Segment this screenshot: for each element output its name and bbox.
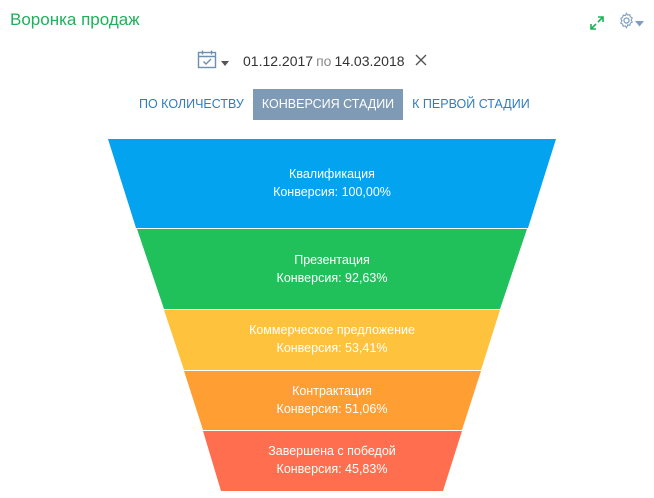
period-picker-button[interactable] [197,49,229,72]
close-icon [415,53,427,69]
stage-conversion: Конверсия: 92,63% [276,271,388,285]
stage-conversion: Конверсия: 100,00% [273,185,391,199]
funnel-label-group: Презентация Конверсия: 92,63% [182,251,482,287]
funnel-stage-proposal[interactable] [164,310,500,370]
tab-by-quantity[interactable]: ПО КОЛИЧЕСТВУ [139,97,244,111]
stage-conversion: Конверсия: 51,06% [276,402,388,416]
stage-name: Квалификация [289,167,375,181]
funnel-stage-qualification[interactable] [108,139,556,228]
funnel-stage-presentation[interactable] [137,229,527,309]
funnel-stage-won[interactable] [203,431,462,491]
funnel-stage-contracting[interactable] [184,371,481,430]
stage-conversion: Конверсия: 45,83% [276,462,388,476]
stage-name: Коммерческое предложение [249,323,415,337]
funnel-mode-tabs: ПО КОЛИЧЕСТВУ КОНВЕРСИЯ СТАДИИ К ПЕРВОЙ … [130,89,539,120]
widget-title: Воронка продаж [10,10,140,29]
header-actions [590,12,644,34]
funnel-label-group: Завершена с победой Конверсия: 45,83% [182,442,482,478]
funnel-label-group: Квалификация Конверсия: 100,00% [182,165,482,201]
date-from[interactable]: 01.12.2017 [243,52,314,69]
tab-stage-conversion[interactable]: КОНВЕРСИЯ СТАДИИ [252,89,404,120]
funnel-label-group: Коммерческое предложение Конверсия: 53,4… [182,321,482,357]
date-separator: по [316,52,332,69]
period-filter: 01.12.2017 по 14.03.2018 [197,49,427,72]
gear-icon [618,12,635,34]
stage-name: Завершена с победой [268,444,396,458]
chevron-down-icon [221,53,229,69]
stage-name: Контрактация [292,384,372,398]
stage-name: Презентация [294,253,370,267]
date-to[interactable]: 14.03.2018 [334,52,405,69]
expand-icon[interactable] [590,16,604,30]
stage-conversion: Конверсия: 53,41% [276,341,388,355]
calendar-icon [197,49,217,72]
chevron-down-icon [635,14,644,32]
settings-menu-button[interactable] [618,12,644,34]
clear-period-button[interactable] [415,53,427,69]
tab-to-first-stage[interactable]: К ПЕРВОЙ СТАДИИ [412,97,530,111]
funnel-label-group: Контрактация Конверсия: 51,06% [182,382,482,418]
